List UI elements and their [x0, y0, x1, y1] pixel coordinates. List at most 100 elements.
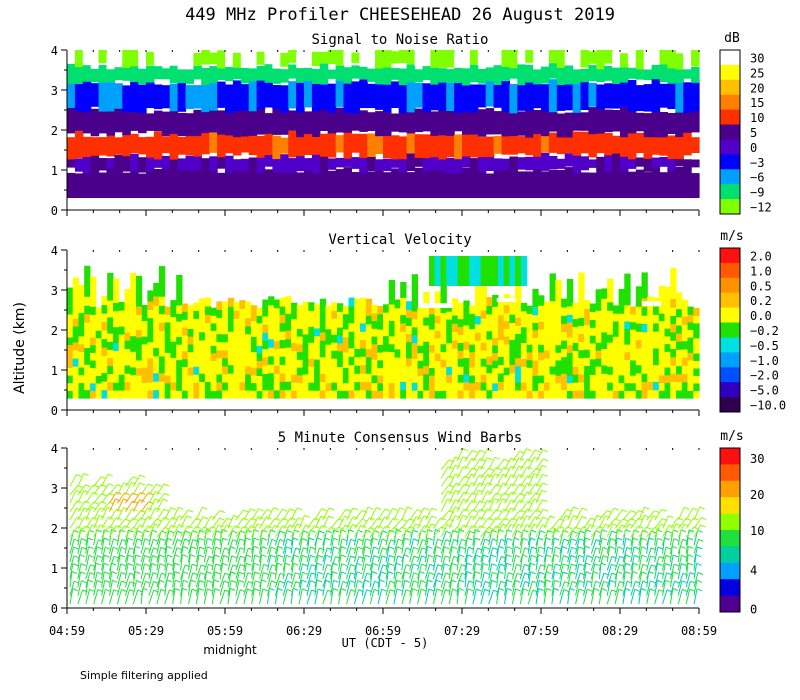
velocity-cell — [216, 333, 223, 343]
wind-barb — [527, 571, 532, 588]
wind-barb — [693, 580, 698, 596]
snr-cell — [462, 134, 471, 157]
snr-cell — [264, 130, 273, 155]
velocity-cell — [67, 344, 74, 353]
wind-barb — [211, 524, 219, 538]
velocity-cell — [503, 312, 510, 322]
wind-barb — [519, 515, 527, 529]
panel-title: Vertical Velocity — [328, 232, 471, 248]
velocity-cell — [589, 366, 597, 375]
velocity-cell — [423, 357, 430, 367]
wind-barb — [590, 563, 596, 579]
wind-barb-flag — [451, 579, 457, 583]
wind-barb — [614, 564, 620, 579]
snr-cell — [169, 83, 179, 112]
snr-cell — [161, 111, 171, 137]
snr-cell — [153, 66, 163, 80]
snr-cell — [177, 158, 187, 171]
velocity-cell — [446, 326, 453, 336]
wind-barb — [559, 581, 566, 596]
wind-barb — [401, 571, 405, 588]
snr-cell — [74, 50, 84, 68]
wind-barb — [243, 537, 247, 554]
snr-cell — [493, 82, 503, 108]
velocity-cell — [543, 349, 551, 359]
velocity-cell — [187, 382, 194, 391]
velocity-cell — [561, 381, 568, 391]
snr-cell — [469, 108, 479, 135]
velocity-cell — [451, 306, 459, 316]
snr-cell — [122, 131, 131, 157]
wind-barb — [140, 563, 145, 579]
wind-barb-flag — [436, 554, 442, 558]
snr-cell — [114, 62, 123, 81]
snr-cell — [138, 157, 147, 173]
wind-barb — [132, 482, 141, 496]
wind-barb-flag — [487, 517, 494, 521]
velocity-cell — [153, 322, 160, 332]
velocity-cell — [365, 331, 373, 341]
wind-barb — [377, 555, 383, 571]
velocity-cell — [624, 351, 631, 360]
wind-barb — [282, 517, 292, 529]
wind-barb-flag — [515, 554, 521, 558]
snr-cell — [335, 64, 345, 81]
snr-cell — [438, 107, 447, 136]
wind-barb — [354, 518, 363, 529]
snr-cell — [469, 166, 479, 198]
velocity-cell — [509, 347, 516, 357]
wind-barb — [101, 501, 110, 512]
snr-cell — [193, 168, 202, 198]
velocity-cell — [497, 389, 505, 399]
wind-barb-flag — [152, 572, 159, 576]
wind-barb-flag — [634, 588, 640, 592]
velocity-cell — [250, 328, 258, 337]
velocity-cell — [457, 366, 464, 375]
wind-barb — [638, 571, 643, 588]
wind-barb — [511, 580, 516, 596]
wind-barb — [472, 580, 477, 596]
snr-cell — [612, 153, 621, 171]
wind-barb — [69, 539, 75, 554]
colorbar-frame — [719, 247, 741, 413]
velocity-cell — [377, 352, 384, 361]
wind-barb — [504, 572, 509, 588]
velocity-cell — [113, 382, 120, 391]
velocity-cell — [84, 322, 91, 332]
velocity-cell — [630, 390, 637, 399]
velocity-cell — [503, 328, 510, 337]
wind-barb — [432, 529, 436, 546]
velocity-cell — [250, 351, 258, 360]
wind-barb — [172, 563, 176, 579]
snr-cell — [683, 159, 692, 169]
wind-barb — [93, 589, 99, 605]
wind-barb — [235, 517, 244, 529]
wind-barb-flag — [184, 538, 190, 542]
wind-barb-flag — [121, 546, 127, 550]
wind-barb — [456, 564, 462, 579]
velocity-cell — [164, 337, 171, 346]
wind-barb — [662, 515, 669, 529]
wind-barb — [290, 572, 296, 588]
velocity-cell — [532, 352, 539, 361]
velocity-cell — [417, 382, 424, 391]
velocity-cell — [497, 331, 505, 341]
snr-cell — [185, 155, 194, 171]
snr-cell — [193, 153, 202, 171]
wind-barb — [148, 529, 153, 546]
wind-barb — [172, 530, 178, 546]
snr-cell — [201, 132, 210, 155]
wind-barb-flag — [175, 579, 181, 583]
snr-cell — [469, 134, 479, 158]
velocity-cell — [176, 344, 183, 353]
wind-barb-flag — [605, 515, 611, 519]
wind-barb-flag — [585, 545, 591, 549]
wind-barb — [685, 572, 691, 588]
wind-barb-flag — [364, 546, 371, 550]
wind-barb-flag — [547, 546, 553, 550]
velocity-cell — [314, 390, 321, 399]
snr-cell — [343, 67, 352, 84]
velocity-cell — [394, 357, 401, 366]
wind-barb-flag — [641, 571, 647, 575]
velocity-cell — [693, 315, 700, 324]
